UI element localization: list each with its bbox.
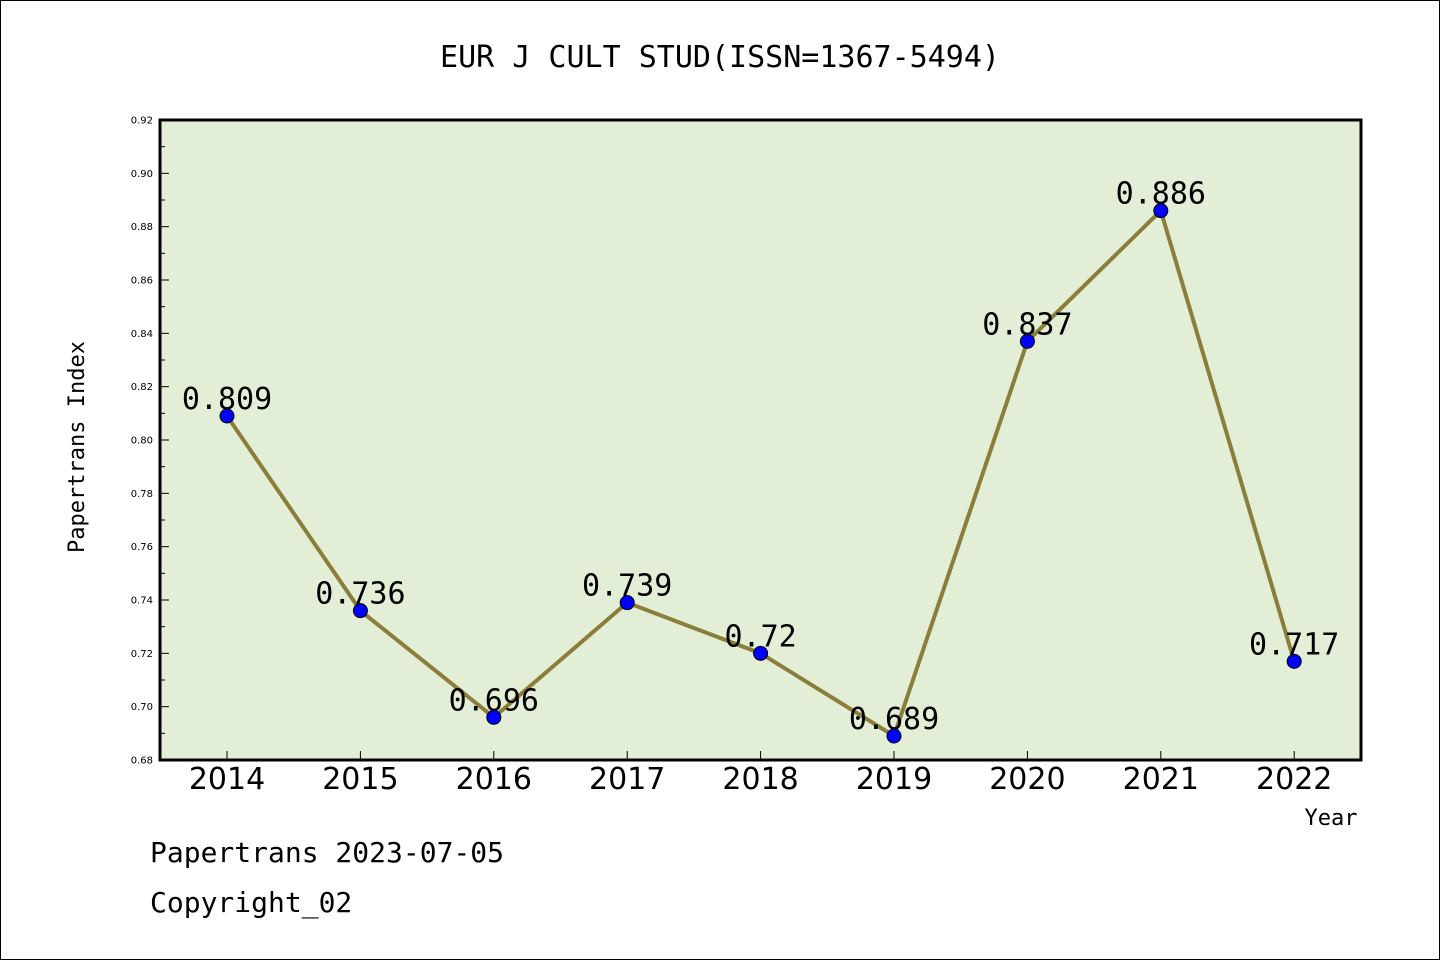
x-axis: 2014 2015 2016 2017 2018 2019 2020 2021 2022	[189, 751, 1332, 797]
x-tick-label: 2020	[989, 762, 1065, 797]
footer-copyright: Copyright_02	[150, 886, 353, 919]
data-point-2017	[619, 595, 635, 611]
data-point-2014	[219, 408, 235, 424]
data-label-2020: 0.837	[982, 307, 1072, 342]
data-labels-layer: 0.809 0.736 0.696 0.739 0.72 0.689 0.837 0.886 0…	[182, 177, 1340, 737]
y-tick-label: 0.78	[131, 489, 153, 500]
series-layer	[219, 203, 1302, 744]
data-label-2019: 0.689	[849, 702, 939, 737]
data-label-2018: 0.72	[724, 619, 796, 654]
data-label-2016: 0.696	[449, 683, 539, 718]
x-tick-label: 2019	[856, 762, 932, 797]
y-tick-label: 0.76	[131, 542, 153, 553]
y-tick-label: 0.70	[131, 702, 153, 713]
x-tick-label: 2015	[322, 762, 398, 797]
chart-title: EUR J CULT STUD(ISSN=1367-5494)	[440, 40, 1000, 75]
data-label-2022: 0.717	[1249, 627, 1339, 662]
data-point-2019	[886, 728, 902, 744]
y-axis-label: Papertrans Index	[65, 341, 90, 553]
x-tick-label: 2014	[189, 762, 265, 797]
data-label-2015: 0.736	[315, 577, 405, 612]
data-label-2014: 0.809	[182, 382, 272, 417]
data-point-2016	[486, 709, 502, 725]
data-label-2017: 0.739	[582, 569, 672, 604]
y-tick-label: 0.72	[131, 649, 153, 660]
plot-area	[158, 118, 1363, 762]
y-axis: 0.68 0.70 0.72 0.74 0.76 0.78 0.80 0.82 0.84 0.86…	[131, 116, 169, 767]
y-tick-label: 0.86	[131, 276, 153, 287]
x-tick-label: 2022	[1256, 762, 1332, 797]
data-point-2020	[1019, 333, 1035, 349]
y-tick-label: 0.80	[131, 436, 153, 447]
x-tick-label: 2017	[589, 762, 665, 797]
y-tick-label: 0.82	[131, 382, 153, 393]
data-point-2015	[352, 603, 368, 619]
x-axis-label: Year	[1305, 806, 1358, 831]
x-tick-label: 2016	[456, 762, 532, 797]
data-point-2018	[753, 645, 769, 661]
data-label-2021: 0.886	[1116, 177, 1206, 212]
y-tick-label: 0.90	[131, 169, 153, 180]
y-tick-label: 0.92	[131, 116, 153, 127]
x-tick-label: 2021	[1123, 762, 1199, 797]
data-point-2022	[1286, 653, 1302, 669]
y-tick-label: 0.74	[131, 596, 153, 607]
data-point-2021	[1153, 203, 1169, 219]
x-tick-label: 2018	[722, 762, 798, 797]
y-tick-label: 0.88	[131, 222, 153, 233]
y-tick-label: 0.84	[131, 329, 153, 340]
y-tick-label: 0.68	[131, 756, 153, 767]
footer-source: Papertrans 2023-07-05	[150, 836, 505, 869]
